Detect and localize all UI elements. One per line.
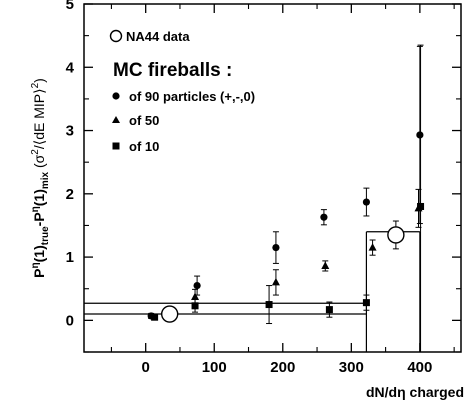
mc10-data-point <box>417 202 425 210</box>
mc90-data-point <box>272 244 280 252</box>
legend: NA44 data MC fireballs : of 90 particles… <box>109 29 255 154</box>
legend-header: MC fireballs : <box>113 60 232 81</box>
mc10-data-point <box>265 301 273 309</box>
y-tick-label: 5 <box>66 0 74 13</box>
mc10-data-point <box>325 306 333 314</box>
mc50-data-point <box>271 277 280 286</box>
y-tick-label: 1 <box>66 249 74 266</box>
y-tick-label: 4 <box>66 59 75 76</box>
mc90-data-point <box>362 198 371 206</box>
mc10-data-point <box>191 302 199 310</box>
mc50-data-point <box>321 261 330 269</box>
legend-series-90: of 90 particles (+,-,0) <box>129 89 255 104</box>
legend-square-marker <box>112 142 120 150</box>
mc90-data-point <box>320 213 328 221</box>
mc90-data-point <box>193 281 201 290</box>
na44-data-point <box>387 226 405 244</box>
legend-circle-marker <box>112 92 120 100</box>
y-tick-label: 3 <box>66 123 74 140</box>
x-axis-label: dN/dη charged <box>366 384 464 400</box>
legend-series-50: of 50 <box>129 113 159 128</box>
legend-triangle-marker <box>112 116 120 123</box>
y-tick-label: 2 <box>66 186 74 203</box>
legend-series-10: of 10 <box>129 139 159 154</box>
mc50-data-point <box>368 243 377 251</box>
legend-data-label: NA44 data <box>126 29 190 44</box>
mc50-data-point <box>191 292 200 300</box>
na44-data-point <box>160 305 179 323</box>
mc10-data-point <box>151 313 159 321</box>
x-tick-label: 400 <box>407 359 432 376</box>
y-axis-label: Pη(1)true-Pη(1)mix (σ2/⟨dE MIP⟩2) <box>30 78 51 278</box>
mc90-data-point <box>416 131 424 139</box>
x-tick-label: 200 <box>270 359 295 376</box>
mc10-data-point <box>362 299 370 307</box>
plot-frame <box>83 3 462 353</box>
x-tick-label: 300 <box>339 359 364 376</box>
y-tick-label: 0 <box>66 312 74 329</box>
legend-open-circle-marker <box>109 29 123 43</box>
x-tick-label: 0 <box>142 359 150 376</box>
x-tick-label: 100 <box>202 359 227 376</box>
plot-area: 0 1 2 3 4 5 0 100 200 300 400 <box>66 0 462 376</box>
